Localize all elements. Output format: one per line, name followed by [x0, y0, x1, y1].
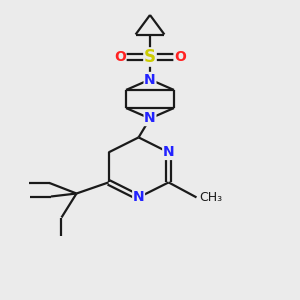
- Text: O: O: [174, 50, 186, 64]
- Text: CH₃: CH₃: [199, 191, 222, 204]
- Text: N: N: [133, 190, 144, 204]
- Text: N: N: [144, 73, 156, 86]
- Text: S: S: [144, 48, 156, 66]
- Text: N: N: [163, 146, 174, 159]
- Text: O: O: [114, 50, 126, 64]
- Text: N: N: [144, 112, 156, 125]
